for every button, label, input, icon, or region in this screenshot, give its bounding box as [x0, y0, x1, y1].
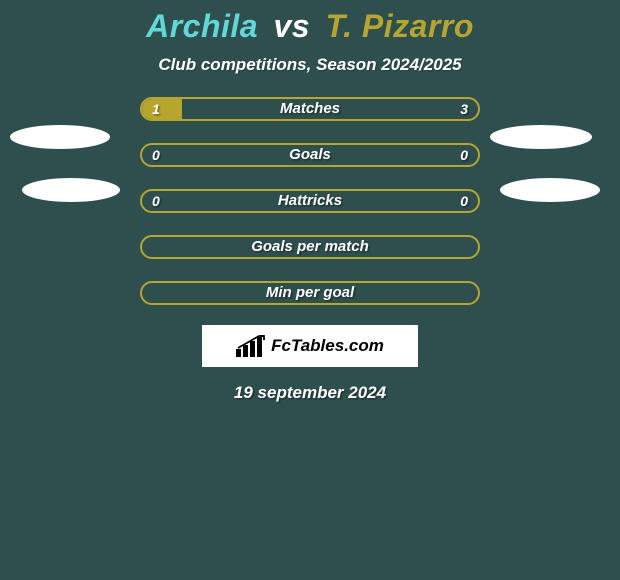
logo-box: FcTables.com	[202, 325, 418, 367]
stat-label: Matches	[142, 99, 478, 119]
stat-bar: Min per goal	[140, 281, 480, 305]
comparison-card: Archila vs T. Pizarro Club competitions,…	[0, 0, 620, 580]
bar-chart-icon	[236, 335, 266, 357]
avatar-placeholder-right-2	[500, 178, 600, 202]
avatar-placeholder-left-2	[22, 178, 120, 202]
stat-bar: Goals per match	[140, 235, 480, 259]
content-row: 1 Matches 3 0 Goals 0 0 Hattricks 0	[0, 97, 620, 403]
stat-bars: 1 Matches 3 0 Goals 0 0 Hattricks 0	[140, 97, 480, 305]
subtitle: Club competitions, Season 2024/2025	[0, 55, 620, 75]
stat-label: Goals per match	[142, 237, 478, 257]
stat-value-right: 3	[460, 99, 468, 119]
stat-label: Min per goal	[142, 283, 478, 303]
page-title: Archila vs T. Pizarro	[0, 0, 620, 45]
logo-text: FcTables.com	[271, 336, 384, 356]
title-player1: Archila	[146, 8, 258, 44]
stat-bar: 1 Matches 3	[140, 97, 480, 121]
title-player2: T. Pizarro	[325, 8, 473, 44]
avatar-placeholder-left-1	[10, 125, 110, 149]
avatar-placeholder-right-1	[490, 125, 592, 149]
stat-label: Goals	[142, 145, 478, 165]
stat-label: Hattricks	[142, 191, 478, 211]
stat-bar: 0 Hattricks 0	[140, 189, 480, 213]
title-vs: vs	[273, 8, 310, 44]
stat-value-right: 0	[460, 191, 468, 211]
date-text: 19 september 2024	[0, 383, 620, 403]
stat-value-right: 0	[460, 145, 468, 165]
stat-bar: 0 Goals 0	[140, 143, 480, 167]
